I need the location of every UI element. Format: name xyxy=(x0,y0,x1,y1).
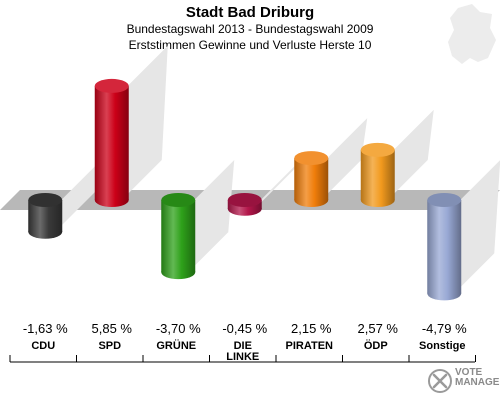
category-label: SPD xyxy=(98,340,121,352)
value-label: -0,45 % xyxy=(222,321,267,336)
bar xyxy=(94,78,129,207)
bar-bottom xyxy=(294,193,329,207)
category-label: GRÜNE xyxy=(156,339,196,352)
bar xyxy=(227,193,262,216)
value-label: 2,15 % xyxy=(291,321,332,336)
bar-top xyxy=(28,193,63,207)
bar xyxy=(28,193,63,239)
category-label: LINKE xyxy=(226,351,259,363)
bar-shadow xyxy=(454,160,500,294)
bar-shadow xyxy=(387,109,434,200)
watermark-line-2: MANAGER xyxy=(455,377,500,388)
bar-top xyxy=(427,193,462,207)
watermark-line-1: VOTE xyxy=(455,367,483,378)
category-label: DIE xyxy=(234,340,252,352)
bar-bottom xyxy=(161,265,196,280)
bar-body xyxy=(427,200,462,294)
bar-shadow xyxy=(321,118,368,200)
bar-top xyxy=(227,193,262,207)
value-label: 2,57 % xyxy=(358,321,399,336)
chart-subtitle-2: Erststimmen Gewinne und Verluste Herste … xyxy=(128,38,372,52)
bar-top xyxy=(360,142,395,157)
bar-body xyxy=(94,85,129,200)
germany-map-icon xyxy=(448,4,496,64)
value-label: -3,70 % xyxy=(156,321,201,336)
bar xyxy=(427,193,462,301)
value-label: -4,79 % xyxy=(422,321,467,336)
category-label: PIRATEN xyxy=(286,340,334,352)
bar-shadow xyxy=(188,160,235,273)
category-label: CDU xyxy=(31,340,55,352)
bar-top xyxy=(94,78,129,93)
chart-subtitle: Bundestagswahl 2013 - Bundestagswahl 200… xyxy=(126,22,374,36)
category-label: Sonstige xyxy=(419,340,465,352)
chart-title: Stadt Bad Driburg xyxy=(185,4,315,21)
bar-top xyxy=(161,193,196,207)
bar-shadow xyxy=(121,45,168,200)
bar-bottom xyxy=(427,286,462,301)
bar-shadow xyxy=(254,160,301,209)
bar xyxy=(360,142,395,207)
bar-bottom xyxy=(94,193,129,207)
bar-body xyxy=(161,200,196,273)
bar-bottom xyxy=(28,224,63,239)
bar-shadow xyxy=(55,160,102,232)
bar-top xyxy=(294,151,329,166)
bar xyxy=(161,193,196,280)
watermark-text: VOTE MANAGER xyxy=(455,368,500,388)
category-label: ÖDP xyxy=(364,339,388,352)
bar-body xyxy=(360,149,395,200)
value-label: -1,63 % xyxy=(23,321,68,336)
value-label: 5,85 % xyxy=(92,321,133,336)
bar-bottom xyxy=(360,193,395,207)
vote-manager-logo-icon xyxy=(428,369,452,393)
bar xyxy=(294,151,329,207)
